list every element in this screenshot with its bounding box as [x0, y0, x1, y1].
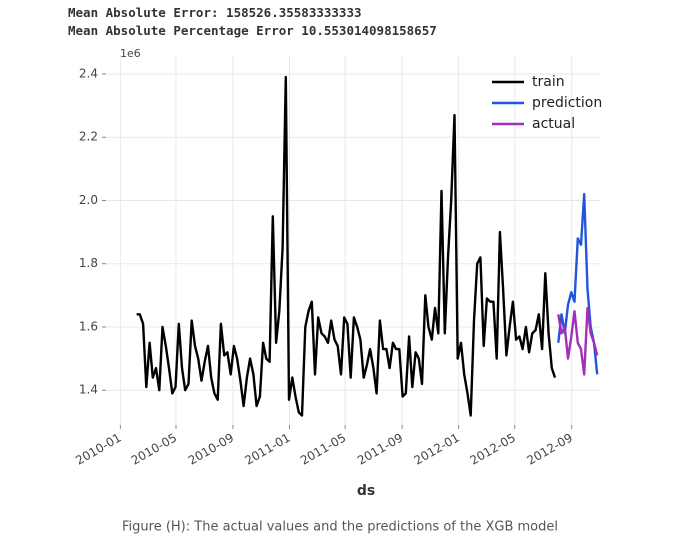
x-axis-title: ds [357, 483, 375, 499]
x-tick-label: 2011-09 [355, 431, 405, 468]
caption: Figure (H): The actual values and the pr… [122, 520, 558, 535]
y-tick-label: 1.4 [79, 383, 98, 397]
x-tick-label: 2010-09 [186, 431, 236, 468]
x-tick-label: 2012-05 [468, 431, 518, 468]
legend-label: prediction [532, 95, 602, 111]
series-line [557, 306, 599, 376]
legend-label: actual [532, 116, 575, 132]
y-tick-label: 1.6 [79, 319, 98, 333]
series-line [136, 75, 557, 417]
y-tick-label: 1.8 [79, 256, 98, 270]
x-tick-label: 2012-09 [525, 431, 575, 468]
metric-line: Mean Absolute Error: 158526.35583333333 [68, 5, 362, 20]
x-tick-label: 2011-05 [298, 431, 348, 468]
x-tick-label: 2011-01 [242, 431, 292, 468]
y-tick-label: 2.2 [79, 130, 98, 144]
y-tick-label: 2.0 [79, 193, 98, 207]
y-tick-label: 2.4 [79, 66, 98, 80]
metric-line: Mean Absolute Percentage Error 10.553014… [68, 23, 437, 38]
x-tick-label: 2010-05 [129, 431, 179, 468]
x-tick-label: 2012-01 [411, 431, 461, 468]
series-line [557, 192, 599, 375]
legend-label: train [532, 74, 565, 90]
x-tick-label: 2010-01 [73, 431, 123, 468]
y-offset-label: 1e6 [120, 47, 141, 60]
